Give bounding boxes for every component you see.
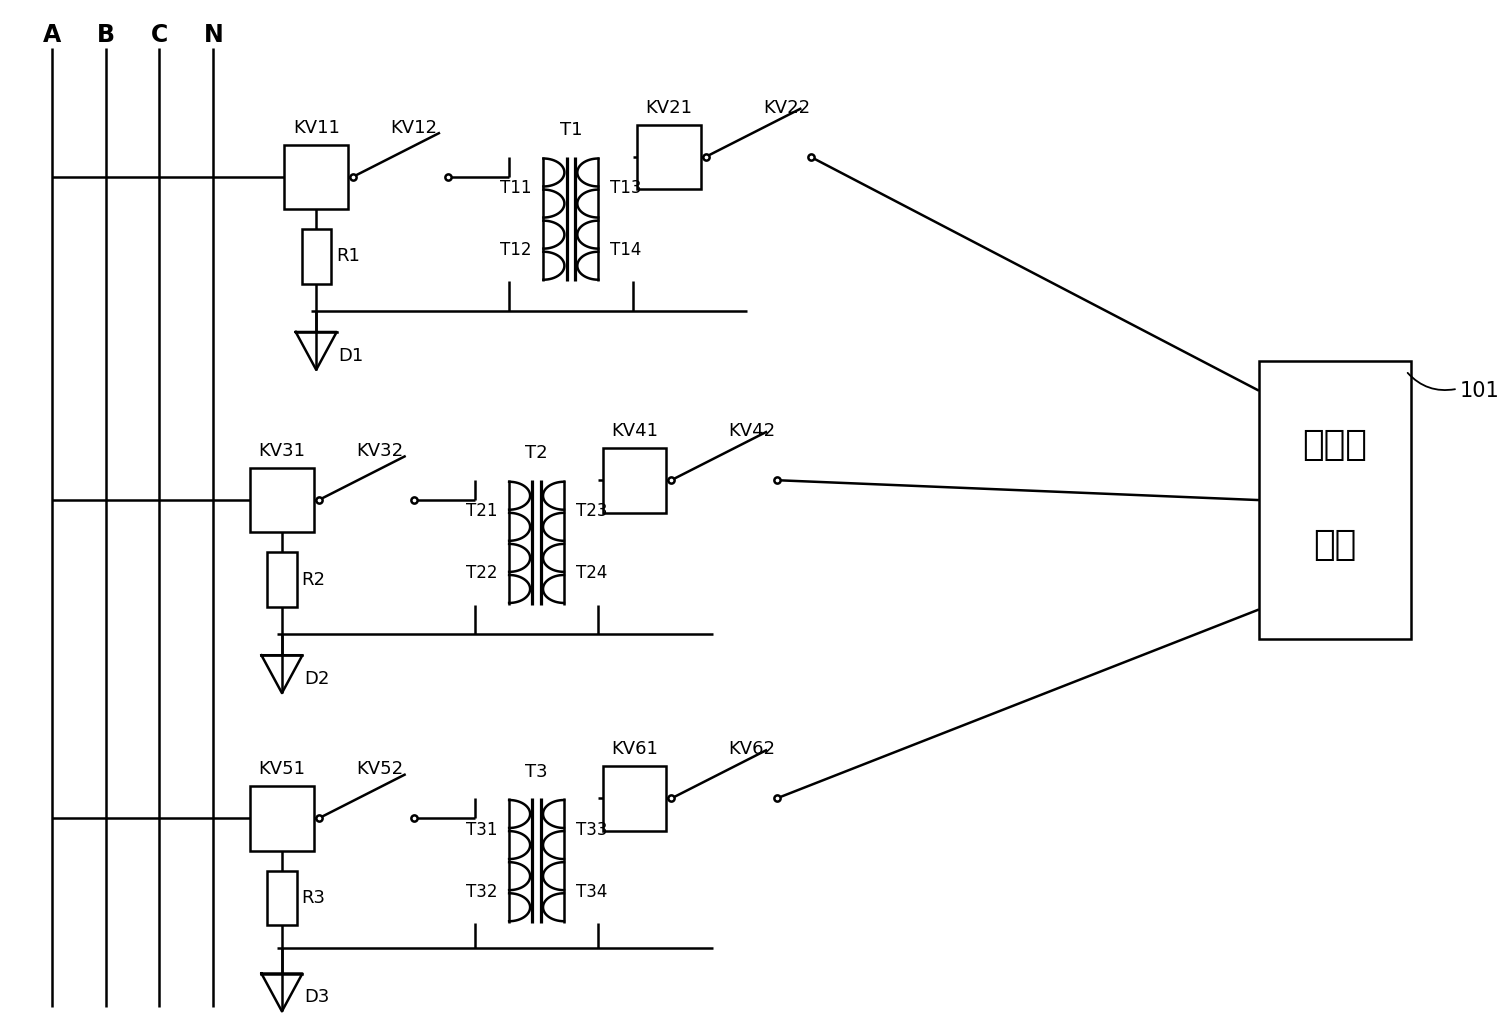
Bar <box>301 229 331 283</box>
Bar <box>250 468 313 533</box>
Text: KV41: KV41 <box>611 422 658 440</box>
Text: T13: T13 <box>610 179 642 197</box>
Text: R1: R1 <box>336 247 360 266</box>
Text: KV31: KV31 <box>259 442 306 459</box>
Text: KV22: KV22 <box>762 99 810 116</box>
Text: T2: T2 <box>526 444 548 462</box>
Text: T31: T31 <box>465 821 497 838</box>
Text: N: N <box>203 23 223 46</box>
Text: KV12: KV12 <box>390 118 438 137</box>
Bar <box>1259 360 1411 640</box>
Text: C: C <box>151 23 169 46</box>
Text: D3: D3 <box>304 989 330 1006</box>
Text: D1: D1 <box>339 347 364 365</box>
Text: T11: T11 <box>500 179 532 197</box>
Text: KV52: KV52 <box>357 760 404 778</box>
Text: KV32: KV32 <box>357 442 404 459</box>
Text: R3: R3 <box>301 889 325 907</box>
Text: T33: T33 <box>575 821 607 838</box>
Text: 结果生: 结果生 <box>1303 428 1367 462</box>
Text: KV51: KV51 <box>259 760 306 778</box>
Text: KV62: KV62 <box>729 741 776 758</box>
Text: 成器: 成器 <box>1313 527 1357 561</box>
Text: T24: T24 <box>575 564 607 582</box>
Text: KV61: KV61 <box>611 741 658 758</box>
Bar <box>267 552 297 607</box>
Text: 101: 101 <box>1459 381 1500 401</box>
Text: T22: T22 <box>465 564 497 582</box>
Text: T32: T32 <box>465 883 497 900</box>
Bar <box>285 144 348 209</box>
Text: T14: T14 <box>610 241 642 260</box>
Bar <box>637 125 700 190</box>
Bar <box>250 786 313 851</box>
Text: T3: T3 <box>526 762 548 781</box>
Bar <box>602 766 666 831</box>
Text: T1: T1 <box>560 122 583 139</box>
Text: R2: R2 <box>301 571 325 589</box>
Text: KV21: KV21 <box>645 99 693 116</box>
Bar <box>602 448 666 513</box>
Text: T21: T21 <box>465 503 497 520</box>
Text: T23: T23 <box>575 503 607 520</box>
Text: B: B <box>96 23 114 46</box>
Text: D2: D2 <box>304 671 330 688</box>
Text: KV42: KV42 <box>729 422 776 440</box>
Text: T34: T34 <box>575 883 607 900</box>
Bar <box>267 870 297 925</box>
Text: T12: T12 <box>500 241 532 260</box>
Text: A: A <box>42 23 60 46</box>
Text: KV11: KV11 <box>292 118 340 137</box>
